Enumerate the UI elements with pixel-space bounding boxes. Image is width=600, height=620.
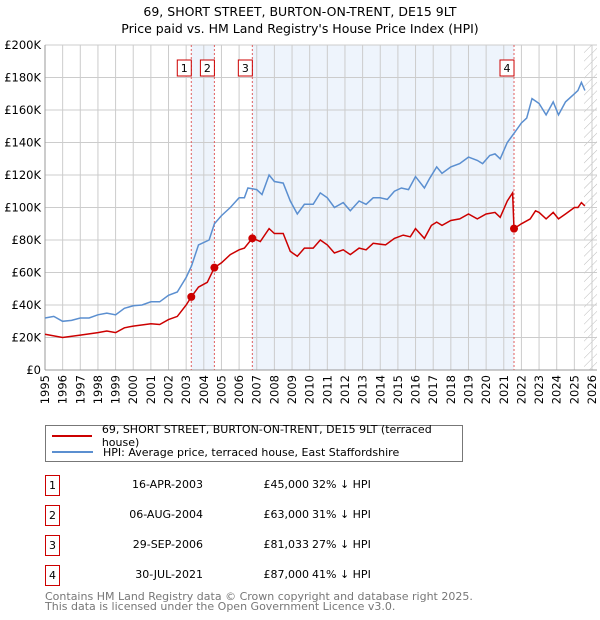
legend-swatch-hpi — [52, 451, 93, 453]
sale-date: 30-JUL-2021 — [135, 568, 203, 581]
x-tick-label: 2024 — [550, 375, 564, 404]
chart-subtitle: Price paid vs. HM Land Registry's House … — [121, 21, 479, 36]
x-tick-label: 2020 — [479, 375, 493, 404]
sale-hpi-diff: 41% ↓ HPI — [312, 568, 371, 581]
sale-price: £45,000 — [263, 478, 310, 491]
x-tick-label: 2010 — [303, 375, 317, 404]
sale-price: £87,000 — [263, 568, 310, 581]
price-chart: 1995 1996 1997 1998 1999 2000 2001 2002 2003 2004… — [4, 38, 599, 404]
sale-number-badge: 4 — [45, 565, 60, 586]
legend: 69, SHORT STREET, BURTON-ON-TRENT, DE15 … — [45, 423, 463, 462]
y-tick-label: £100K — [4, 201, 41, 215]
legend-item-property: 69, SHORT STREET, BURTON-ON-TRENT, DE15 … — [52, 423, 462, 449]
x-tick-label: 2000 — [126, 375, 140, 404]
sale-point — [187, 292, 196, 301]
footer-copyright: Contains HM Land Registry data © Crown c… — [45, 590, 473, 603]
x-tick-label: 2026 — [585, 375, 599, 404]
sale-point — [210, 263, 219, 272]
x-tick-label: 2003 — [179, 375, 193, 404]
sale-label-box — [176, 59, 192, 77]
sale-point — [510, 224, 519, 233]
x-tick-label: 2008 — [267, 375, 281, 404]
sale-date: 16-APR-2003 — [131, 478, 203, 491]
x-tick-label: 2022 — [514, 375, 528, 404]
x-tick-label: 2005 — [214, 375, 228, 404]
series-line-property — [44, 190, 586, 339]
x-tick-label: 2016 — [409, 375, 423, 404]
y-tick-label: £140K — [4, 136, 41, 150]
sale-number-badge: 3 — [45, 535, 60, 556]
y-tick-label: £0 — [26, 363, 41, 377]
y-tick-label: £20K — [12, 331, 42, 345]
sale-label-box — [237, 59, 253, 77]
x-tick-label: 2012 — [338, 375, 352, 404]
x-tick-label: 2004 — [197, 375, 211, 404]
x-tick-label: 1995 — [38, 375, 52, 404]
y-tick-label: £80K — [12, 233, 42, 247]
sale-hpi-diff: 31% ↓ HPI — [312, 508, 371, 521]
x-tick-label: 2021 — [497, 375, 511, 404]
y-tick-label: £160K — [4, 103, 41, 117]
y-tick-label: £120K — [4, 168, 41, 182]
y-tick-label: £60K — [12, 266, 42, 280]
sale-label-box — [499, 59, 515, 77]
y-tick-label: £40K — [12, 298, 42, 312]
sale-hpi-diff: 32% ↓ HPI — [312, 478, 371, 491]
sale-label: 3 — [242, 62, 249, 75]
chart-title: 69, SHORT STREET, BURTON-ON-TRENT, DE15 … — [143, 4, 457, 19]
sale-date: 29-SEP-2006 — [132, 538, 203, 551]
x-tick-label: 2013 — [356, 375, 370, 404]
sale-label: 1 — [181, 62, 188, 75]
legend-item-hpi: HPI: Average price, terraced house, East… — [52, 445, 399, 459]
sale-price: £63,000 — [263, 508, 310, 521]
sale-date: 06-AUG-2004 — [129, 508, 203, 521]
x-tick-label: 2007 — [250, 375, 264, 404]
sale-label-box — [199, 59, 215, 77]
x-tick-label: 2023 — [532, 375, 546, 404]
x-tick-label: 2018 — [444, 375, 458, 404]
x-tick-label: 2025 — [567, 375, 581, 404]
sale-number-badge: 1 — [45, 475, 60, 496]
y-tick-label: £200K — [4, 38, 41, 52]
series-line-hpi — [44, 80, 586, 323]
x-tick-label: 2002 — [162, 375, 176, 404]
footer-licence: This data is licensed under the Open Gov… — [45, 600, 396, 613]
x-tick-label: 1997 — [73, 375, 87, 404]
x-tick-label: 2017 — [426, 375, 440, 404]
x-tick-label: 2011 — [320, 375, 334, 404]
x-tick-label: 2001 — [144, 375, 158, 404]
sale-row: 2 06-AUG-2004 £63,000 31% ↓ HPI — [45, 505, 445, 526]
sale-hpi-diff: 27% ↓ HPI — [312, 538, 371, 551]
sale-price: £81,033 — [263, 538, 310, 551]
x-tick-label: 2009 — [285, 375, 299, 404]
sale-row: 3 29-SEP-2006 £81,033 27% ↓ HPI — [45, 535, 445, 556]
legend-label-property: 69, SHORT STREET, BURTON-ON-TRENT, DE15 … — [101, 423, 432, 449]
sale-number-badge: 2 — [45, 505, 60, 526]
sale-row: 4 30-JUL-2021 £87,000 41% ↓ HPI — [45, 565, 445, 586]
x-tick-label: 2019 — [461, 375, 475, 404]
x-tick-label: 2015 — [391, 375, 405, 404]
legend-label-hpi: HPI: Average price, terraced house, East… — [103, 445, 400, 459]
sale-point — [248, 234, 257, 243]
sale-label: 4 — [504, 62, 511, 75]
sale-label: 2 — [204, 62, 211, 75]
x-tick-label: 1999 — [109, 375, 123, 404]
y-tick-label: £180K — [4, 71, 41, 85]
x-tick-label: 1998 — [91, 375, 105, 404]
x-tick-label: 2006 — [232, 375, 246, 404]
x-tick-label: 2014 — [373, 375, 387, 404]
sale-row: 1 16-APR-2003 £45,000 32% ↓ HPI — [45, 475, 445, 496]
legend-swatch-property — [52, 435, 92, 437]
x-tick-label: 1996 — [56, 375, 70, 404]
